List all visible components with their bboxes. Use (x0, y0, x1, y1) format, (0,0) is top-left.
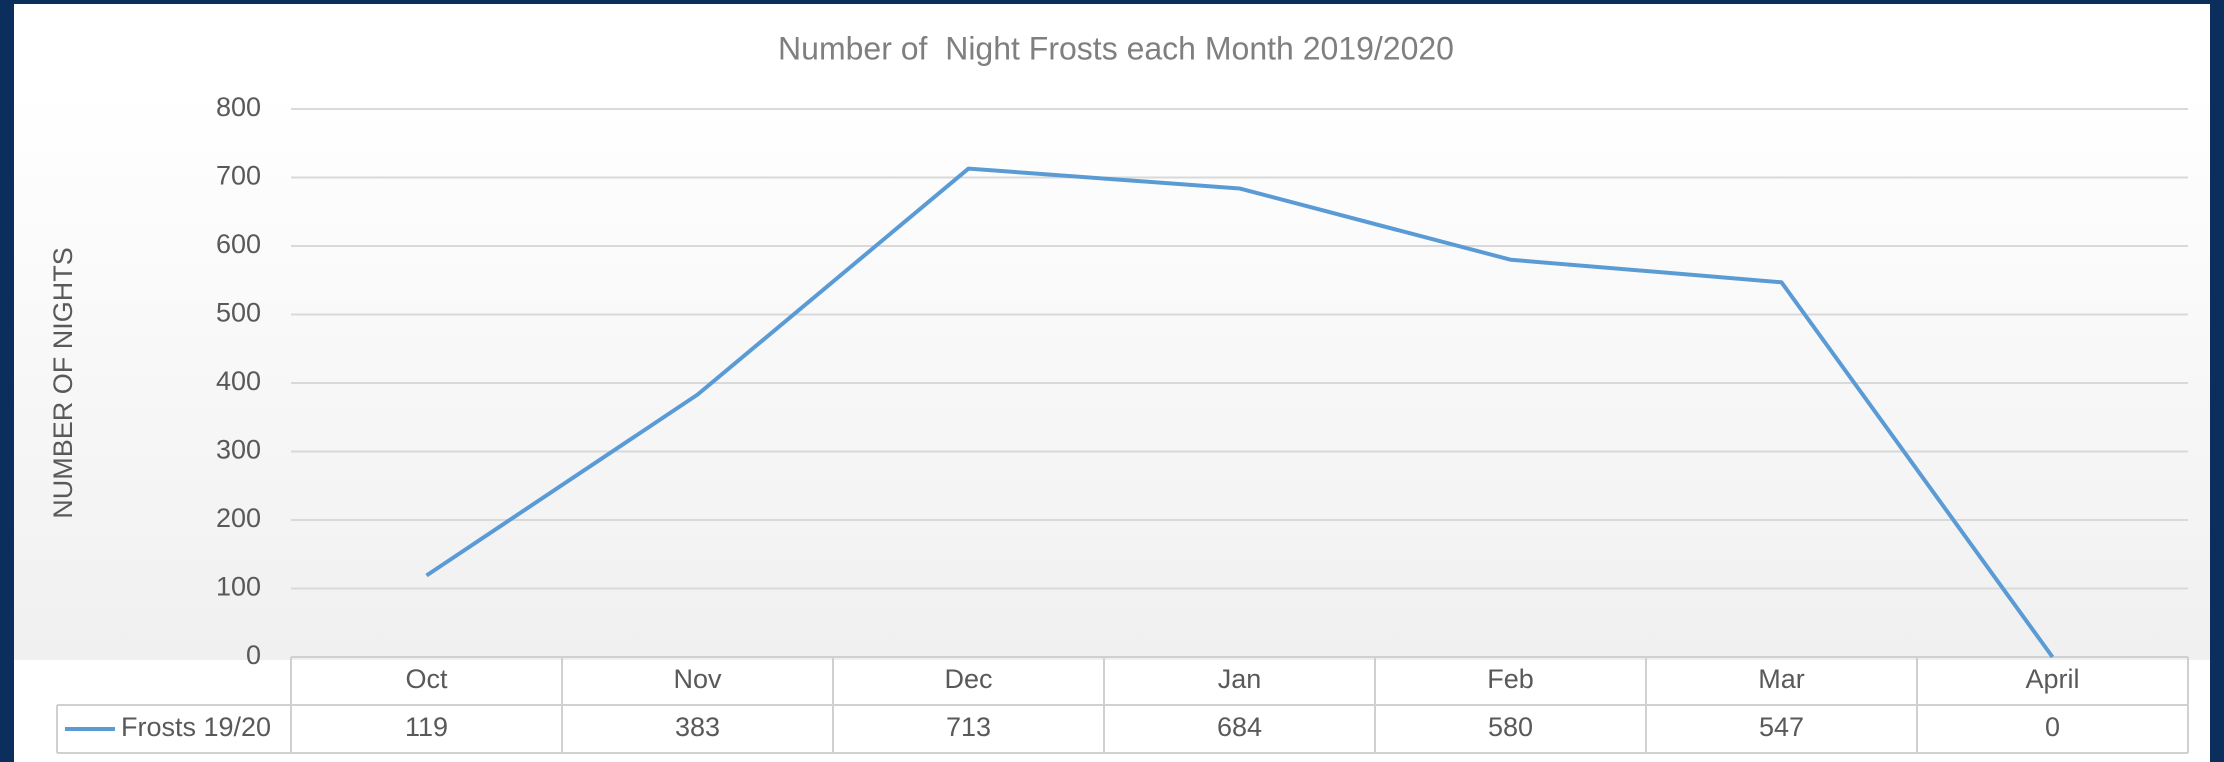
y-tick-label: 0 (246, 640, 261, 670)
y-tick-label: 600 (216, 229, 261, 259)
table-value: 713 (946, 712, 991, 742)
x-tick-label: Mar (1758, 664, 1805, 694)
table-value: 0 (2045, 712, 2060, 742)
x-tick-label: Jan (1218, 664, 1262, 694)
table-value: 119 (405, 712, 448, 742)
legend-label: Frosts 19/20 (121, 712, 271, 742)
table-value: 580 (1488, 712, 1533, 742)
plot-background (14, 90, 2210, 660)
x-tick-label: Dec (944, 664, 992, 694)
series-line (425, 166, 2055, 659)
table-value: 383 (675, 712, 720, 742)
y-tick-label: 200 (216, 503, 261, 533)
x-tick-label: Oct (405, 664, 448, 694)
y-tick-label: 500 (216, 298, 261, 328)
chart-title: Number of Night Frosts each Month 2019/2… (778, 30, 1454, 66)
y-tick-label: 400 (216, 366, 261, 396)
y-tick-label: 300 (216, 435, 261, 465)
x-tick-label: April (2025, 664, 2079, 694)
table-value: 547 (1759, 712, 1804, 742)
table-value: 684 (1217, 712, 1262, 742)
y-axis-label: NUMBER OF NIGHTS (48, 247, 78, 519)
y-tick-label: 100 (216, 572, 261, 602)
x-tick-label: Nov (673, 664, 722, 694)
y-tick-label: 700 (216, 161, 261, 191)
y-tick-label: 800 (216, 92, 261, 122)
x-tick-label: Feb (1487, 664, 1534, 694)
